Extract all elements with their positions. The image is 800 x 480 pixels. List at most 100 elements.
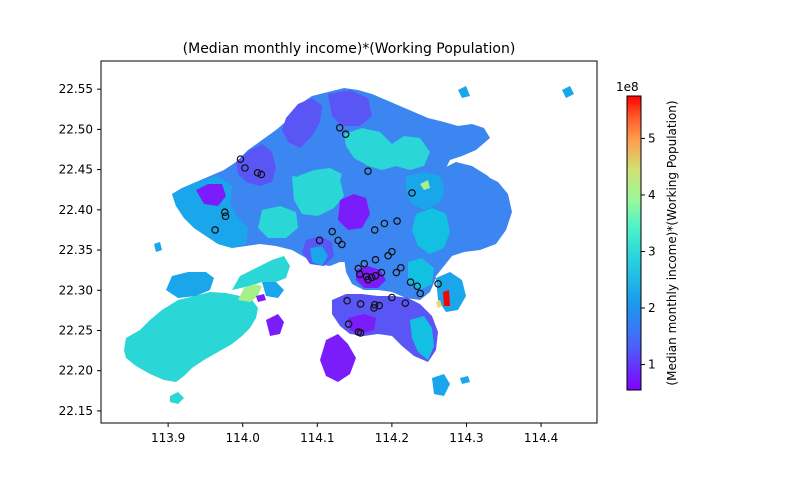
- region-tung-chung: [262, 282, 284, 298]
- station-marker: [375, 301, 384, 310]
- station-marker: [371, 255, 380, 264]
- y-tick-label: 22.20: [59, 364, 93, 378]
- station-marker: [370, 226, 379, 234]
- station-marker: [434, 280, 442, 288]
- region-sai-kung-blue: [440, 162, 506, 246]
- region-tuen-mun: [172, 176, 248, 248]
- x-axis: 113.9 114.0 114.1 114.2 114.3 114.4: [151, 423, 558, 445]
- x-tick-label: 113.9: [151, 431, 185, 445]
- region-west-islet: [154, 242, 162, 252]
- colorbar-tick-label: 4: [648, 188, 656, 202]
- region-tsing-yi: [310, 246, 328, 266]
- region-tseung-kwan-o: [436, 272, 466, 312]
- station-marker: [384, 251, 392, 260]
- x-tick-label: 114.4: [524, 431, 558, 445]
- region-tsuen-wan-cyan: [258, 206, 298, 238]
- station-marker: [416, 289, 425, 298]
- station-marker: [397, 263, 405, 272]
- station-marker: [338, 240, 346, 249]
- region-hk-island: [332, 294, 438, 362]
- region-kowloon-east: [408, 258, 434, 290]
- station-marker: [253, 169, 262, 177]
- region-central-purple: [338, 194, 370, 230]
- colorbar: [626, 95, 642, 391]
- region-hk-east-cyan: [410, 316, 434, 360]
- colorbar-ticks: 1 2 3 4 5: [641, 131, 656, 372]
- station-marker: [360, 259, 369, 268]
- y-tick-label: 22.15: [59, 404, 93, 418]
- station-marker: [388, 247, 396, 256]
- region-yuen-long-purple: [196, 184, 226, 206]
- station-marker: [356, 270, 364, 278]
- colorbar-label: (Median monthly income)*(Working Populat…: [665, 100, 679, 385]
- colorbar-tick-label: 2: [648, 301, 656, 315]
- region-small-island-sw: [170, 392, 184, 404]
- markers-layer: [211, 123, 442, 337]
- region-tko-yellow: [436, 300, 442, 308]
- y-tick-label: 22.25: [59, 323, 93, 337]
- region-north-cyan: [344, 128, 430, 170]
- region-sheung-shui: [328, 90, 372, 126]
- region-lantau-north: [166, 272, 214, 298]
- colorbar-tick-label: 1: [648, 358, 656, 372]
- station-marker: [343, 296, 351, 305]
- y-tick-label: 22.50: [59, 122, 93, 136]
- station-marker: [356, 300, 365, 308]
- station-marker: [364, 167, 372, 176]
- station-marker: [393, 217, 401, 225]
- region-lamma-purple: [266, 314, 284, 336]
- region-peng-chau: [256, 294, 266, 302]
- station-marker: [315, 236, 324, 245]
- station-marker: [370, 300, 379, 309]
- region-tai-po-cyan: [406, 172, 446, 210]
- station-marker: [401, 299, 410, 307]
- region-tko-red: [443, 290, 450, 306]
- plot-area: [124, 86, 574, 404]
- region-hk-south-purple: [320, 334, 356, 382]
- station-marker: [362, 272, 371, 281]
- region-airport: [232, 256, 290, 290]
- colorbar-tick-label: 3: [648, 244, 656, 258]
- station-marker: [221, 208, 229, 217]
- station-marker: [406, 278, 415, 287]
- x-tick-label: 114.3: [449, 431, 483, 445]
- region-sai-kung-cyan: [412, 208, 450, 254]
- station-marker: [377, 268, 386, 277]
- y-tick-label: 22.45: [59, 163, 93, 177]
- station-marker: [371, 271, 380, 280]
- colorbar-tick-label: 5: [648, 131, 656, 145]
- region-tin-shui-wai: [236, 144, 276, 186]
- region-fanling-blue: [282, 98, 322, 148]
- x-tick-label: 114.0: [226, 431, 260, 445]
- station-marker: [334, 236, 342, 245]
- station-marker: [408, 189, 416, 197]
- station-marker: [367, 273, 376, 282]
- region-hk-central-purple: [348, 314, 376, 334]
- y-tick-label: 22.30: [59, 283, 93, 297]
- station-marker: [211, 226, 219, 234]
- station-marker: [413, 282, 422, 291]
- station-marker: [257, 170, 266, 179]
- region-po-toi: [432, 374, 450, 396]
- region-far-north-green: [420, 180, 430, 190]
- colorbar-exponent: 1e8: [616, 80, 639, 94]
- y-axis: 22.55 22.50 22.45 22.40 22.35 22.30 22.25 22.20…: [59, 82, 101, 418]
- x-tick-label: 114.2: [375, 431, 409, 445]
- plot-frame: [100, 60, 598, 424]
- station-marker: [221, 212, 230, 221]
- station-marker: [236, 155, 245, 163]
- y-tick-label: 22.35: [59, 243, 93, 257]
- station-marker: [344, 320, 353, 328]
- station-marker: [356, 329, 365, 337]
- x-tick-label: 114.1: [300, 431, 334, 445]
- chart-title: (Median monthly income)*(Working Populat…: [183, 41, 516, 57]
- region-airport-green: [238, 284, 262, 302]
- station-marker: [392, 268, 401, 277]
- region-lantau: [124, 292, 258, 382]
- station-marker: [328, 227, 337, 236]
- region-sha-tin-cyan: [298, 168, 342, 192]
- station-marker: [380, 219, 389, 228]
- y-tick-label: 22.55: [59, 82, 93, 96]
- station-marker: [241, 164, 249, 172]
